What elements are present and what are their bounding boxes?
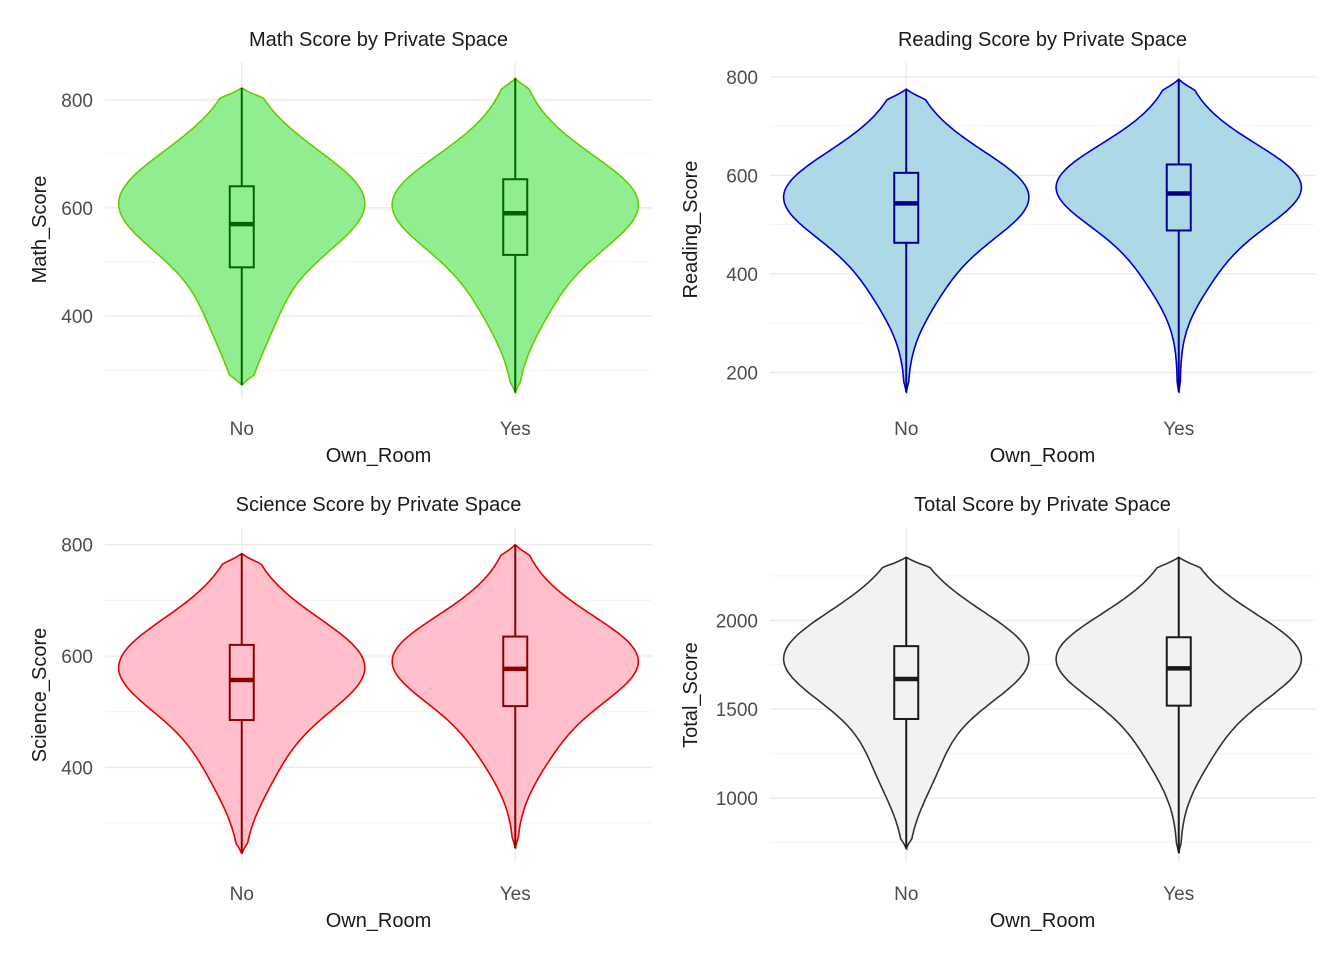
- box-no: [893, 645, 920, 720]
- y-tick-label: 800: [61, 536, 93, 557]
- box-no: [228, 643, 255, 722]
- x-axis-label: Own_Room: [990, 910, 1096, 932]
- y-tick-label: 800: [726, 68, 758, 89]
- chart-title: Total Score by Private Space: [914, 494, 1171, 516]
- chart-title: Math Score by Private Space: [249, 29, 508, 51]
- violin-no: [117, 86, 366, 386]
- box-no: [893, 171, 920, 244]
- panel-4: Total Score by Private Space 1000 1500 2000…: [680, 494, 1315, 932]
- x-tick-label: Yes: [500, 884, 531, 905]
- y-tick-label: 600: [726, 166, 758, 187]
- x-axis-label: Own_Room: [990, 445, 1096, 467]
- y-tick-label: 600: [61, 647, 93, 668]
- box-yes: [502, 178, 529, 256]
- violin-yes: [391, 77, 640, 395]
- x-tick-label: No: [894, 884, 918, 905]
- panel-1: Math Score by Private Space 400 600 800 No Ye…: [29, 29, 652, 467]
- y-axis-label: Total_Score: [680, 642, 702, 748]
- panel-2: Reading Score by Private Space 200 400 600 8…: [680, 29, 1315, 467]
- x-tick-label: No: [230, 419, 254, 440]
- y-tick-label: 1500: [716, 700, 758, 721]
- x-tick-label: No: [894, 419, 918, 440]
- x-axis-label: Own_Room: [326, 445, 432, 467]
- violin-no: [782, 556, 1030, 851]
- box-yes: [1165, 163, 1192, 232]
- y-tick-label: 800: [61, 91, 93, 112]
- x-tick-label: Yes: [500, 419, 531, 440]
- x-axis-label: Own_Room: [326, 910, 432, 932]
- box-no: [228, 185, 255, 269]
- x-tick-label: Yes: [1163, 884, 1194, 905]
- chart-title: Reading Score by Private Space: [898, 29, 1187, 51]
- violin-no: [117, 552, 366, 855]
- panel-3: Science Score by Private Space 400 600 800 N…: [29, 494, 652, 932]
- chart-title: Science Score by Private Space: [236, 494, 522, 516]
- y-axis-label: Science_Score: [29, 628, 51, 763]
- y-tick-label: 2000: [716, 611, 758, 632]
- y-axis-label: Math_Score: [29, 176, 51, 284]
- y-tick-label: 600: [61, 199, 93, 220]
- y-tick-label: 1000: [716, 789, 758, 810]
- box-yes: [502, 635, 529, 708]
- box-yes: [1165, 636, 1192, 707]
- x-tick-label: Yes: [1163, 419, 1194, 440]
- y-tick-label: 400: [726, 265, 758, 286]
- y-tick-label: 400: [61, 758, 93, 779]
- y-tick-label: 400: [61, 307, 93, 328]
- y-axis-label: Reading_Score: [680, 161, 702, 299]
- y-tick-label: 200: [726, 363, 758, 384]
- x-tick-label: No: [230, 884, 254, 905]
